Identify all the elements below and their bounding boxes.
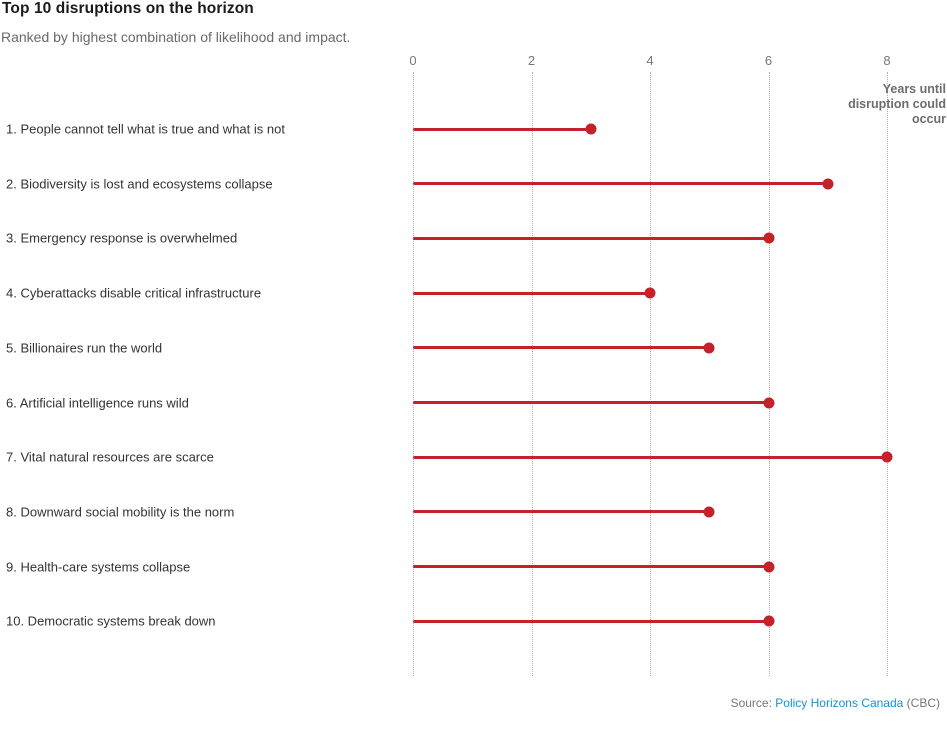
gridline-0: [413, 72, 414, 676]
lollipop-dot: [822, 178, 834, 190]
category-label: 7. Vital natural resources are scarce: [6, 449, 214, 465]
lollipop-stem: [413, 182, 828, 186]
source-note: Source: Policy Horizons Canada (CBC): [731, 696, 940, 710]
category-label: 10. Democratic systems break down: [6, 613, 216, 629]
lollipop-stem: [413, 510, 710, 514]
category-label: 8. Downward social mobility is the norm: [6, 504, 235, 520]
lollipop-dot: [703, 342, 715, 354]
lollipop-stem: [413, 619, 769, 623]
lollipop-stem: [413, 291, 650, 295]
lollipop-stem: [413, 236, 769, 240]
tick-label-8: 8: [883, 53, 891, 68]
tick-label-4: 4: [646, 53, 654, 68]
lollipop-stem: [413, 565, 769, 569]
lollipop-dot: [703, 506, 715, 518]
tick-label-6: 6: [764, 53, 773, 68]
gridline-4: [650, 72, 651, 676]
lollipop-stem: [413, 346, 710, 350]
category-label: 1. People cannot tell what is true and w…: [6, 121, 285, 137]
lollipop-dot: [763, 561, 774, 573]
lollipop-dot: [585, 123, 597, 135]
chart-subtitle: Ranked by highest combination of likelih…: [1, 29, 351, 45]
lollipop-dot: [763, 232, 774, 244]
category-label: 5. Billionaires run the world: [6, 340, 163, 356]
source-prefix: Source:: [730, 696, 776, 710]
lollipop-dot: [763, 397, 774, 408]
tick-label-0: 0: [409, 53, 417, 68]
category-label: 4. Cyberattacks disable critical infrast…: [6, 285, 262, 301]
gridline-2: [531, 72, 533, 676]
lollipop-dot: [644, 287, 656, 299]
gridline-6: [768, 72, 770, 676]
lollipop-stem: [413, 401, 769, 404]
lollipop-stem: [413, 127, 591, 131]
gridline-8: [887, 72, 888, 676]
lollipop-dot: [763, 615, 774, 627]
source-suffix: (CBC): [903, 696, 940, 710]
source-link[interactable]: Policy Horizons Canada: [775, 696, 904, 710]
lollipop-dot: [881, 451, 893, 463]
category-label: 2. Biodiversity is lost and ecosystems c…: [6, 176, 273, 192]
lollipop-stem: [413, 455, 887, 459]
tick-label-2: 2: [527, 53, 536, 68]
category-label: 3. Emergency response is overwhelmed: [6, 230, 238, 246]
chart-title: Top 10 disruptions on the horizon: [2, 0, 254, 17]
category-label: 9. Health-care systems collapse: [6, 559, 191, 575]
x-axis-title: Years until disruption could occur: [848, 82, 946, 126]
category-label: 6. Artificial intelligence runs wild: [6, 395, 189, 410]
